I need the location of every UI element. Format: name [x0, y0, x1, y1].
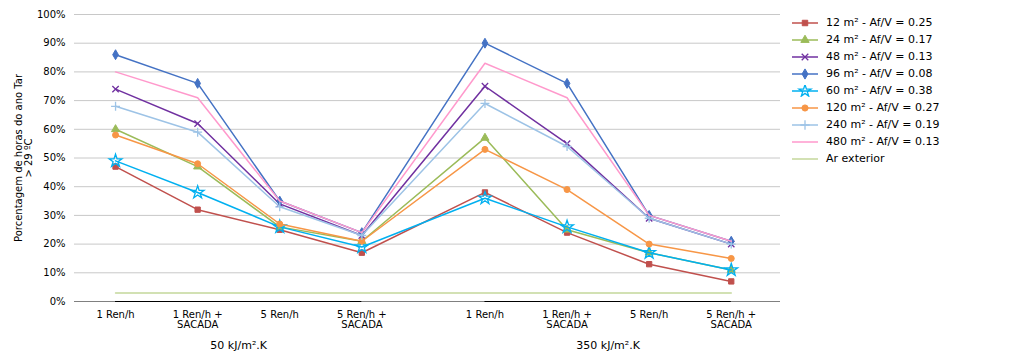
svg-text:60%: 60% — [43, 124, 65, 135]
html-text:12 m² - Af/V = 0.25: 12 m² - Af/V = 0.25 — [826, 16, 933, 29]
svg-text:50 kJ/m².K: 50 kJ/m².K — [210, 339, 267, 352]
html-text:Ar exterior: Ar exterior — [826, 152, 885, 165]
html-text:120 m² - Af/V = 0.27: 120 m² - Af/V = 0.27 — [826, 101, 940, 114]
svg-text:100%: 100% — [37, 9, 66, 20]
svg-text:5 Ren/h: 5 Ren/h — [261, 309, 299, 320]
html-text:96 m² - Af/V = 0.08: 96 m² - Af/V = 0.08 — [826, 67, 933, 80]
svg-text:350 kJ/m².K: 350 kJ/m².K — [576, 339, 640, 352]
svg-text:90%: 90% — [43, 37, 65, 48]
html-text:60 m² - Af/V = 0.38: 60 m² - Af/V = 0.38 — [826, 84, 933, 97]
svg-text:1 Ren/h: 1 Ren/h — [96, 309, 134, 320]
svg-text:Porcentagem de horas do ano Ta: Porcentagem de horas do ano Tar> 29 ºC — [13, 73, 34, 242]
svg-text:30%: 30% — [43, 210, 65, 221]
html-text:480 m² - Af/V = 0.13: 480 m² - Af/V = 0.13 — [826, 135, 940, 148]
svg-text:10%: 10% — [43, 267, 65, 278]
svg-text:5 Ren/h: 5 Ren/h — [630, 309, 668, 320]
svg-text:1 Ren/h +SACADA: 1 Ren/h +SACADA — [542, 309, 592, 330]
svg-text:50%: 50% — [43, 152, 65, 163]
html-text:48 m² - Af/V = 0.13: 48 m² - Af/V = 0.13 — [826, 50, 933, 63]
svg-text:80%: 80% — [43, 66, 65, 77]
svg-text:1 Ren/h: 1 Ren/h — [466, 309, 504, 320]
html-text:24 m² - Af/V = 0.17: 24 m² - Af/V = 0.17 — [826, 33, 933, 46]
svg-text:1 Ren/h +SACADA: 1 Ren/h +SACADA — [173, 309, 223, 330]
svg-text:5 Ren/h +SACADA: 5 Ren/h +SACADA — [706, 309, 756, 330]
svg-text:20%: 20% — [43, 238, 65, 249]
svg-text:5 Ren/h +SACADA: 5 Ren/h +SACADA — [337, 309, 387, 330]
svg-text:40%: 40% — [43, 181, 65, 192]
svg-text:70%: 70% — [43, 95, 65, 106]
html-text:240 m² - Af/V = 0.19: 240 m² - Af/V = 0.19 — [826, 118, 940, 131]
svg-text:0%: 0% — [50, 296, 66, 307]
